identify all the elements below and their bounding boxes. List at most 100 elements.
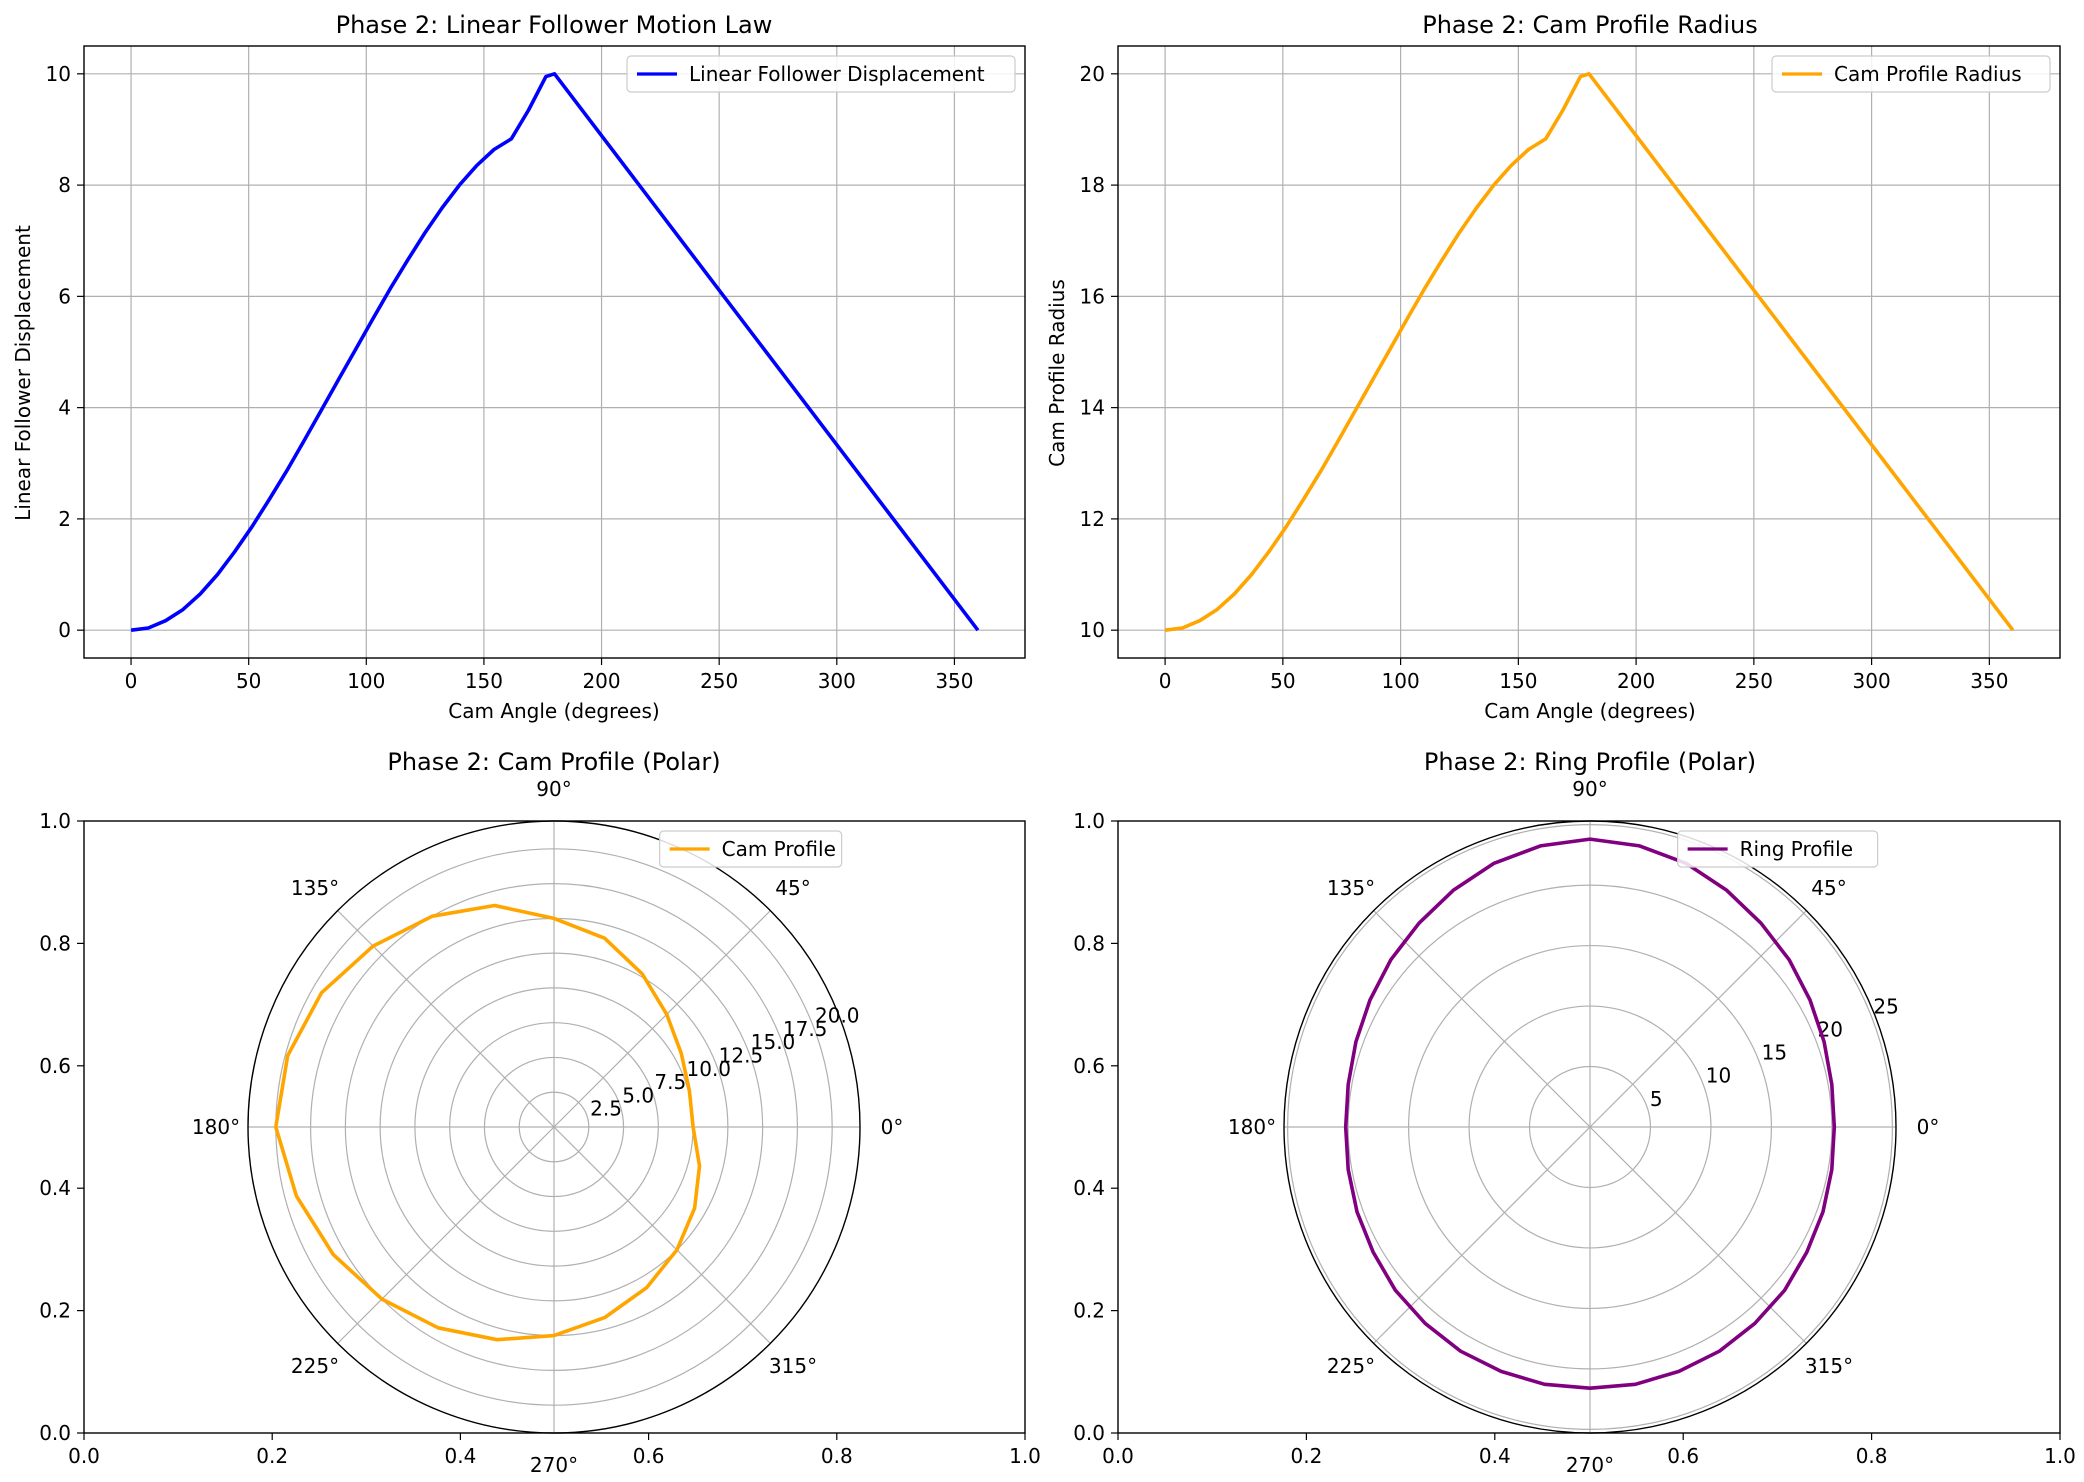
x-tick-label: 200	[1617, 669, 1655, 693]
frame-x-tick-label: 0.2	[1290, 1444, 1322, 1468]
y-tick-label: 8	[58, 173, 71, 197]
angular-gridline	[337, 910, 555, 1128]
x-tick-label: 350	[1970, 669, 2008, 693]
theta-tick-label: 180°	[1228, 1115, 1276, 1139]
y-axis-label: Linear Follower Displacement	[11, 225, 35, 521]
frame-x-tick-label: 0.6	[633, 1444, 665, 1468]
theta-tick-label: 135°	[1327, 876, 1375, 900]
theta-tick-label: 45°	[775, 876, 810, 900]
r-tick-label: 25	[1873, 994, 1898, 1018]
panel-cam-radius: Phase 2: Cam Profile Radius Cam Angle (d…	[1045, 11, 2061, 723]
y-tick-label: 4	[58, 396, 71, 420]
theta-tick-label: 315°	[1805, 1354, 1853, 1378]
plot-frame	[1117, 45, 2061, 659]
x-tick-label: 250	[1735, 669, 1773, 693]
theta-tick-label: 0°	[1917, 1115, 1940, 1139]
panel-linear-follower: Phase 2: Linear Follower Motion Law Cam …	[11, 11, 1026, 723]
r-tick-label: 10.0	[687, 1057, 732, 1081]
frame-y-tick-label: 1.0	[1073, 809, 1105, 833]
theta-tick-label: 0°	[881, 1115, 904, 1139]
frame-x-tick-label: 0.6	[1667, 1444, 1699, 1468]
y-tick-label: 16	[1080, 284, 1105, 308]
frame-x-tick-label: 0.2	[256, 1444, 288, 1468]
frame-x-tick-label: 0.4	[444, 1444, 476, 1468]
y-tick-label: 6	[58, 284, 71, 308]
angular-gridline	[1589, 1126, 1807, 1344]
r-tick-label: 5	[1650, 1087, 1663, 1111]
x-tick-label: 300	[1853, 669, 1891, 693]
r-tick-label: 20.0	[815, 1004, 860, 1028]
x-tick-label: 150	[465, 669, 503, 693]
y-tick-label: 10	[1080, 618, 1105, 642]
legend-box	[1677, 830, 1879, 868]
y-tick-label: 14	[1080, 396, 1105, 420]
r-tick-label: 17.5	[783, 1017, 828, 1041]
angular-gridline	[1589, 910, 1807, 1128]
r-tick-label: 15.0	[751, 1030, 796, 1054]
plot-frame	[83, 45, 1026, 659]
theta-tick-label: 90°	[1572, 777, 1607, 801]
theta-tick-label: 135°	[291, 876, 339, 900]
theta-tick-label: 315°	[769, 1354, 817, 1378]
x-tick-label: 100	[347, 669, 385, 693]
series-line	[1343, 837, 1837, 1390]
x-axis-label: Cam Angle (degrees)	[1484, 699, 1695, 723]
polar-frame	[247, 820, 861, 1434]
frame-y-tick-label: 0.6	[39, 1054, 71, 1078]
theta-tick-label: 225°	[291, 1354, 339, 1378]
x-axis-label: Cam Angle (degrees)	[448, 699, 659, 723]
frame-y-tick-label: 0.0	[39, 1421, 71, 1445]
theta-tick-label: 45°	[1811, 876, 1846, 900]
frame-y-tick-label: 1.0	[39, 809, 71, 833]
legend-label: Linear Follower Displacement	[689, 62, 985, 86]
y-tick-label: 12	[1080, 507, 1105, 531]
frame-x-tick-label: 0.0	[1102, 1444, 1134, 1468]
r-tick-label: 5.0	[622, 1083, 654, 1107]
r-tick-label: 7.5	[654, 1070, 686, 1094]
frame-y-tick-label: 0.2	[1073, 1299, 1105, 1323]
frame-y-tick-label: 0.2	[39, 1299, 71, 1323]
r-tick-label: 10	[1706, 1064, 1731, 1088]
legend-box	[1771, 55, 2051, 93]
chart-title: Phase 2: Cam Profile Radius	[1422, 11, 1757, 39]
x-tick-label: 0	[125, 669, 138, 693]
r-tick-label: 15	[1762, 1041, 1787, 1065]
angular-gridline	[337, 1126, 555, 1344]
y-axis-label: Cam Profile Radius	[1045, 279, 1069, 467]
theta-tick-label: 180°	[192, 1115, 240, 1139]
x-tick-label: 150	[1499, 669, 1537, 693]
legend-box	[659, 830, 843, 868]
theta-tick-label: 270°	[530, 1453, 578, 1477]
panel-cam-polar: Phase 2: Cam Profile (Polar) 0.0 0.2 0.4 0.…	[39, 748, 1041, 1477]
frame-y-tick-label: 0.4	[1073, 1176, 1105, 1200]
y-tick-label: 2	[58, 507, 71, 531]
x-tick-label: 50	[1270, 669, 1295, 693]
x-tick-label: 350	[935, 669, 973, 693]
y-tick-label: 20	[1080, 62, 1105, 86]
theta-tick-label: 225°	[1327, 1354, 1375, 1378]
angular-gridline	[1373, 910, 1591, 1128]
frame-x-tick-label: 0.0	[68, 1444, 100, 1468]
x-tick-label: 250	[700, 669, 738, 693]
frame-x-tick-label: 1.0	[2044, 1444, 2076, 1468]
y-tick-label: 0	[58, 618, 71, 642]
legend-box	[626, 55, 1016, 93]
series-line	[1164, 72, 2015, 632]
frame-x-tick-label: 0.8	[1856, 1444, 1888, 1468]
chart-title: Phase 2: Ring Profile (Polar)	[1424, 748, 1756, 776]
frame-y-tick-label: 0.8	[39, 931, 71, 955]
x-tick-label: 50	[236, 669, 261, 693]
y-tick-label: 10	[46, 62, 71, 86]
chart-title: Phase 2: Cam Profile (Polar)	[387, 748, 720, 776]
frame-x-tick-label: 1.0	[1009, 1444, 1041, 1468]
theta-tick-label: 270°	[1566, 1453, 1614, 1477]
legend-label: Cam Profile	[722, 837, 836, 861]
x-tick-label: 0	[1159, 669, 1172, 693]
legend-label: Cam Profile Radius	[1834, 62, 2022, 86]
series-line	[130, 72, 980, 632]
series-line	[274, 903, 702, 1342]
frame-y-tick-label: 0.4	[39, 1176, 71, 1200]
frame-x-tick-label: 0.4	[1479, 1444, 1511, 1468]
frame-y-tick-label: 0.6	[1073, 1054, 1105, 1078]
